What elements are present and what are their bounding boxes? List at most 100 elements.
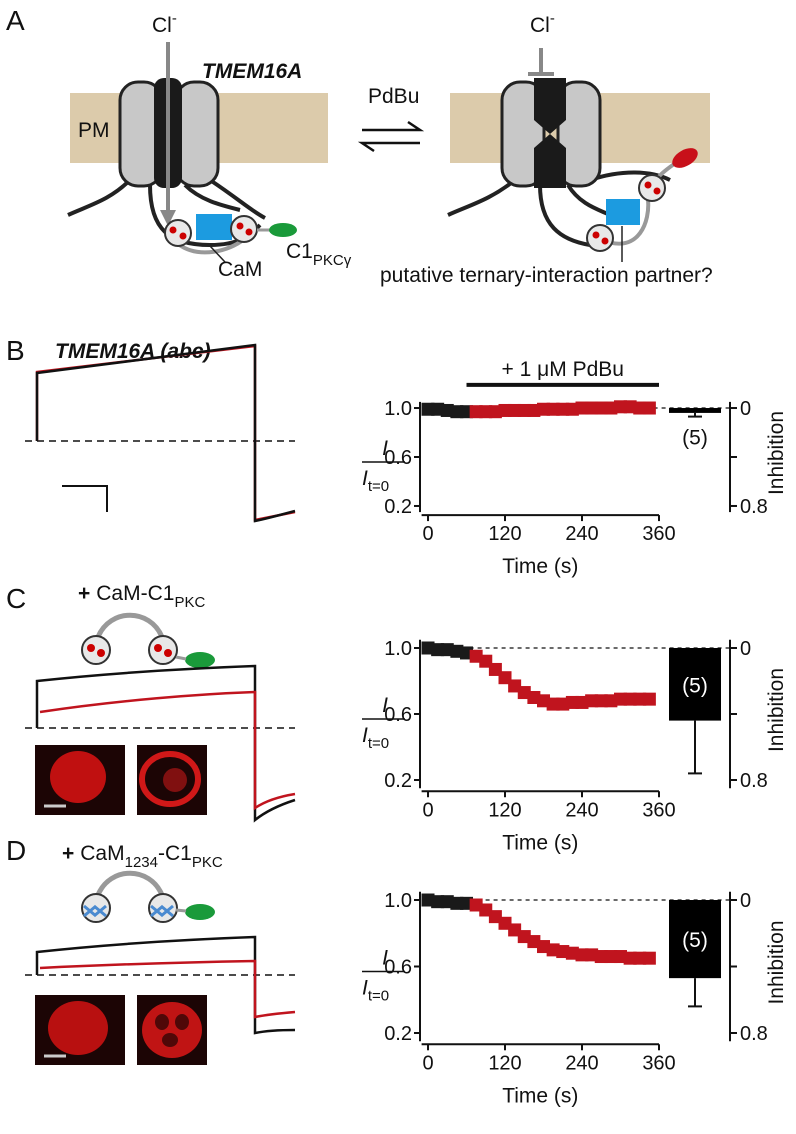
x-tick-label: 120 xyxy=(488,1052,521,1074)
ion-sup: - xyxy=(172,10,177,27)
construct-icon xyxy=(81,870,215,923)
ion-label: Cl xyxy=(152,14,172,37)
calcium xyxy=(245,228,253,236)
calcium xyxy=(653,187,661,195)
panel-label: B xyxy=(6,335,25,366)
arrow xyxy=(362,120,425,132)
y-axis-label: I xyxy=(382,437,388,460)
y2-tick-label: 0 xyxy=(740,398,751,420)
y2-tick-label: 0.8 xyxy=(740,1023,768,1045)
loop xyxy=(447,170,671,247)
cam-label: CaM xyxy=(218,258,262,281)
y-tick-label: 0.2 xyxy=(384,496,412,518)
x-tick-label: 0 xyxy=(422,523,433,545)
bar xyxy=(669,408,721,413)
cam-lobe xyxy=(230,215,258,243)
panel-title: TMEM16A (abc) xyxy=(55,340,211,363)
loop xyxy=(67,178,266,248)
y-axis-label: t=0 xyxy=(368,478,389,495)
arrow xyxy=(357,141,420,153)
marker xyxy=(642,951,656,965)
calcium xyxy=(592,231,600,239)
bar xyxy=(669,648,721,721)
cam-lobe xyxy=(638,174,666,202)
binding-site xyxy=(196,214,232,240)
protein-label: TMEM16A xyxy=(202,60,302,83)
y-axis-label: I xyxy=(362,977,368,1000)
y-tick-label: 1.0 xyxy=(384,638,412,660)
x-tick-label: 360 xyxy=(642,1052,675,1074)
y-axis-label: I xyxy=(382,694,388,717)
title-sub: 1234 xyxy=(125,854,158,871)
calcium xyxy=(601,237,609,245)
y2-axis-label: Inhibition xyxy=(765,411,788,495)
binding-site xyxy=(606,199,640,225)
y-tick-label: 0.6 xyxy=(384,704,412,726)
cell-image xyxy=(35,745,207,815)
y-axis-label: t=0 xyxy=(368,735,389,752)
title-sub: PKC xyxy=(192,854,223,871)
y-axis-label: t=0 xyxy=(368,988,389,1005)
calcium xyxy=(236,222,244,230)
panel-title: + CaM-C1PKC xyxy=(78,582,205,611)
partner-domain xyxy=(672,148,698,168)
arrowhead xyxy=(160,210,176,226)
y-axis-label: It=0 xyxy=(362,977,389,1005)
x-axis-label: Time (s) xyxy=(502,831,578,854)
membrane-label: PM xyxy=(78,119,110,142)
y2-axis-label: Inhibition xyxy=(765,668,788,752)
partner-label: putative ternary-interaction partner? xyxy=(380,264,713,287)
cam-lobe xyxy=(586,224,614,252)
y-axis-label: It=0 xyxy=(362,467,389,495)
x-tick-label: 360 xyxy=(642,799,675,821)
x-axis-label: Time (s) xyxy=(502,555,578,578)
y-tick-label: 0.2 xyxy=(384,770,412,792)
x-tick-label: 0 xyxy=(422,1052,433,1074)
n-label: (5) xyxy=(682,929,708,952)
construct-icon xyxy=(81,612,215,668)
n-label: (5) xyxy=(682,674,708,697)
y2-tick-label: 0 xyxy=(740,638,751,660)
y-axis-label: I xyxy=(362,724,368,747)
y-axis-label: It=0 xyxy=(362,724,389,752)
channel-core xyxy=(534,78,566,188)
title-main: CaM-C1 xyxy=(96,582,174,605)
n-label: (5) xyxy=(682,427,708,450)
title-main: CaM xyxy=(80,842,124,865)
panel-title: + CaM1234-C1PKC xyxy=(62,842,223,871)
y2-tick-label: 0 xyxy=(740,890,751,912)
ion-label: Cl- xyxy=(152,10,177,37)
x-tick-label: 240 xyxy=(565,1052,598,1074)
c1-label: C1PKCγ xyxy=(286,240,352,269)
current-traces xyxy=(25,343,296,1035)
marker xyxy=(642,401,656,415)
y-axis-label: I xyxy=(382,947,388,970)
y2-tick-label: 0.8 xyxy=(740,770,768,792)
prefix: + xyxy=(62,842,74,865)
x-axis-label: Time (s) xyxy=(502,1084,578,1107)
diagram xyxy=(67,42,710,263)
c1-main: C1 xyxy=(286,240,313,263)
c1-sub: PKCγ xyxy=(313,252,352,269)
title-sub: PKC xyxy=(174,594,205,611)
title-main: -C1 xyxy=(158,842,192,865)
x-tick-label: 240 xyxy=(565,523,598,545)
marker xyxy=(642,692,656,706)
ion-label: Cl xyxy=(530,14,550,37)
panel-label: D xyxy=(6,835,26,866)
prefix: + xyxy=(78,582,90,605)
x-tick-label: 0 xyxy=(422,799,433,821)
linker xyxy=(176,238,245,255)
channel-subunit xyxy=(556,80,602,188)
y-tick-label: 0.6 xyxy=(384,957,412,979)
drug-label: PdBu xyxy=(368,85,419,108)
calcium xyxy=(644,181,652,189)
calcium xyxy=(179,232,187,240)
x-tick-label: 120 xyxy=(488,523,521,545)
y2-tick-label: 0.8 xyxy=(740,496,768,518)
channel-subunit xyxy=(174,80,220,188)
ion-sup: - xyxy=(550,10,555,27)
y-tick-label: 0.6 xyxy=(384,447,412,469)
annotation: + 1 μM PdBu xyxy=(502,358,624,381)
